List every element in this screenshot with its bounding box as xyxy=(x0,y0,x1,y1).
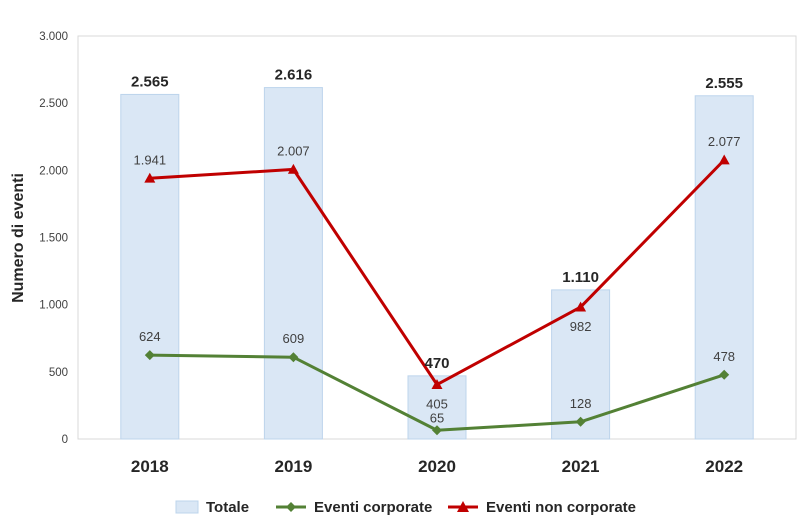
y-tick-label: 3.000 xyxy=(39,31,68,43)
y-tick-label: 500 xyxy=(49,367,68,379)
bar-totale xyxy=(551,289,611,440)
data-label-corporate: 609 xyxy=(283,331,305,346)
data-label-corporate: 478 xyxy=(713,349,735,364)
x-tick-label: 2022 xyxy=(705,457,743,476)
legend-label: Totale xyxy=(206,499,249,516)
legend-label: Eventi non corporate xyxy=(486,499,636,516)
data-label-totale: 1.110 xyxy=(562,269,599,286)
legend-label: Eventi corporate xyxy=(314,499,432,516)
y-tick-label: 1.000 xyxy=(39,300,68,312)
x-tick-label: 2021 xyxy=(562,457,600,476)
legend-marker-non-corporate xyxy=(457,501,469,512)
data-label-totale: 2.555 xyxy=(705,75,743,92)
data-label-non-corporate: 405 xyxy=(426,397,448,412)
legend: Totale Eventi corporate Eventi non corpora… xyxy=(175,499,636,516)
point-non-corporate xyxy=(287,163,299,174)
y-tick-label: 0 xyxy=(62,434,68,446)
axes-group: 0 500 1.000 1.500 2.000 2.500 3.000 2018 2019 202… xyxy=(39,31,743,476)
data-label-non-corporate: 1.941 xyxy=(134,152,167,167)
point-corporate xyxy=(719,369,730,380)
legend-swatch-totale xyxy=(175,500,199,514)
data-labels-group: 2.565 2.616 470 1.110 2.555 624 609 65 128 478 1.9… xyxy=(131,67,743,426)
y-tick-label: 2.500 xyxy=(39,98,68,110)
point-corporate xyxy=(144,350,155,361)
point-non-corporate xyxy=(431,379,443,389)
x-tick-label: 2019 xyxy=(274,457,312,476)
data-label-non-corporate: 2.007 xyxy=(277,143,310,158)
point-corporate xyxy=(575,416,586,427)
y-tick-label: 2.000 xyxy=(39,165,68,177)
y-tick-label: 1.500 xyxy=(39,233,68,245)
point-corporate xyxy=(288,352,299,363)
point-non-corporate xyxy=(718,154,730,165)
bar-totale xyxy=(263,87,323,440)
legend-marker-corporate xyxy=(286,502,296,512)
bar-totale xyxy=(120,93,180,440)
x-tick-label: 2020 xyxy=(418,457,456,476)
x-tick-label: 2018 xyxy=(131,457,169,476)
data-label-non-corporate: 2.077 xyxy=(708,134,741,149)
point-corporate xyxy=(432,425,442,436)
point-non-corporate xyxy=(575,301,587,312)
data-label-non-corporate: 982 xyxy=(570,319,592,334)
data-label-totale: 470 xyxy=(424,355,449,372)
lines-group xyxy=(144,154,730,436)
data-label-totale: 2.616 xyxy=(275,67,313,84)
data-label-corporate: 624 xyxy=(139,329,161,344)
data-label-corporate: 128 xyxy=(570,396,592,411)
data-label-totale: 2.565 xyxy=(131,73,169,90)
data-label-corporate: 65 xyxy=(430,410,444,425)
point-non-corporate xyxy=(144,172,156,183)
series-line-non-corporate xyxy=(149,158,726,387)
y-axis-label: Numero di eventi xyxy=(10,173,27,303)
